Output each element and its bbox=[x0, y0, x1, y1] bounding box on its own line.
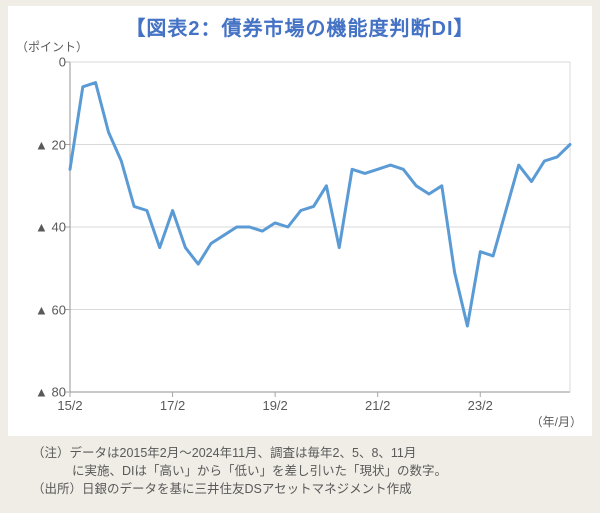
note-line-3: （出所）日銀のデータを基に三井住友DSアセットマネジメント作成 bbox=[32, 480, 568, 498]
x-tick-label: 21/2 bbox=[365, 398, 390, 413]
y-tick-label: ▲ 20 bbox=[12, 137, 66, 152]
x-unit-label: （年/月） bbox=[531, 413, 582, 430]
chart-panel: 【図表2：債券市場の機能度判断DI】 （ポイント） （年/月） 0 ▲ 20 ▲ 4… bbox=[8, 6, 592, 436]
plot-area bbox=[70, 62, 570, 392]
chart-title: 【図表2：債券市場の機能度判断DI】 bbox=[8, 6, 592, 41]
line-chart-svg bbox=[70, 62, 570, 392]
x-tick-label: 23/2 bbox=[468, 398, 493, 413]
note-line-2: に実施、DIは「高い」から「低い」を差し引いた「現状」の数字。 bbox=[32, 462, 568, 480]
x-tick-label: 15/2 bbox=[57, 398, 82, 413]
y-tick-label: ▲ 60 bbox=[12, 302, 66, 317]
chart-note: （注）データは2015年2月～2024年11月、調査は毎年2、5、8、11月 に… bbox=[8, 444, 592, 498]
x-tick-label: 19/2 bbox=[262, 398, 287, 413]
x-tick-label: 17/2 bbox=[160, 398, 185, 413]
y-unit-label: （ポイント） bbox=[16, 38, 88, 55]
y-tick-label: 0 bbox=[12, 55, 66, 70]
y-tick-label: ▲ 40 bbox=[12, 220, 66, 235]
note-line-1: （注）データは2015年2月～2024年11月、調査は毎年2、5、8、11月 bbox=[32, 444, 568, 462]
